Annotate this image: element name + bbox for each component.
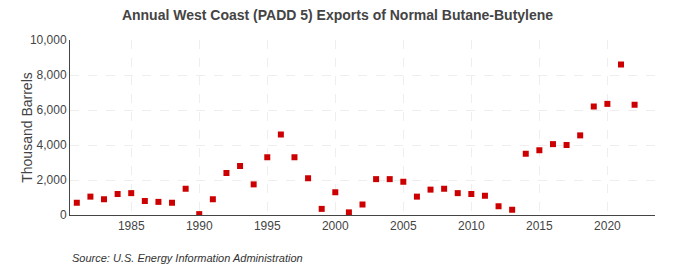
svg-text:2010: 2010	[458, 219, 485, 233]
svg-text:2,000: 2,000	[37, 173, 67, 187]
svg-text:Annual West Coast (PADD 5) Exp: Annual West Coast (PADD 5) Exports of No…	[122, 7, 553, 23]
svg-text:1985: 1985	[118, 219, 145, 233]
svg-text:1995: 1995	[254, 219, 281, 233]
svg-text:Thousand Barrels: Thousand Barrels	[19, 72, 35, 183]
svg-text:4,000: 4,000	[37, 138, 67, 152]
svg-text:0: 0	[60, 208, 67, 222]
svg-text:Source: U.S. Energy Informatio: Source: U.S. Energy Information Administ…	[72, 252, 303, 264]
svg-text:1990: 1990	[186, 219, 213, 233]
svg-text:6,000: 6,000	[37, 103, 67, 117]
svg-text:2005: 2005	[390, 219, 417, 233]
svg-text:2020: 2020	[594, 219, 621, 233]
svg-text:10,000: 10,000	[30, 33, 67, 47]
svg-text:2000: 2000	[322, 219, 349, 233]
svg-text:8,000: 8,000	[37, 68, 67, 82]
svg-text:2015: 2015	[526, 219, 553, 233]
